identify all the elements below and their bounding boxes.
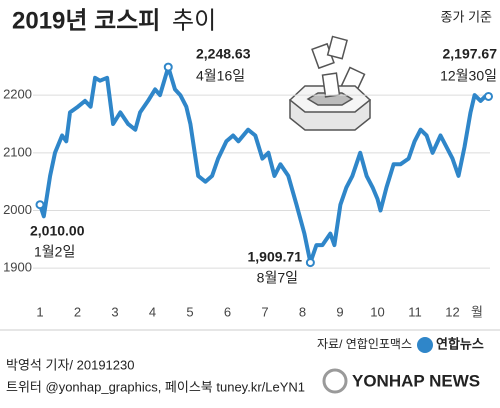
- annotation-value: 2,248.63: [196, 46, 251, 62]
- source: 자료/ 연합인포맥스: [317, 337, 412, 351]
- chart-title: 2019년 코스피: [12, 7, 160, 34]
- highlight-point: [305, 258, 315, 268]
- social: 트위터 @yonhap_graphics, 페이스북 tuney.kr/LeYN…: [6, 379, 305, 394]
- watermark: YONHAP NEWS: [352, 371, 480, 390]
- ballot-box-illustration: [288, 35, 372, 131]
- x-tick-label: 5: [186, 304, 193, 319]
- annotation-date: 12월30일: [440, 68, 497, 84]
- byline: 박영석 기자/ 20191230: [6, 357, 134, 372]
- x-tick-label: 3: [111, 304, 118, 319]
- annotation-value: 2,010.00: [30, 223, 85, 239]
- x-tick-label: 6: [224, 304, 231, 319]
- highlight-point: [35, 200, 45, 210]
- x-tick-label: 7: [261, 304, 268, 319]
- logo: 연합뉴스: [436, 336, 484, 351]
- logo-icon: [417, 337, 433, 353]
- highlight-point: [484, 91, 493, 101]
- x-tick-label: 10: [370, 304, 384, 319]
- x-tick-label: 2: [74, 304, 81, 319]
- y-tick-label: 2000: [3, 202, 32, 217]
- x-unit: 월: [471, 304, 483, 319]
- x-tick-label: 8: [299, 304, 306, 319]
- y-tick-label: 1900: [3, 260, 32, 275]
- y-tick-label: 2100: [3, 144, 32, 159]
- annotation-date: 1월2일: [34, 244, 75, 260]
- x-tick-label: 9: [336, 304, 343, 319]
- y-tick-label: 2200: [3, 87, 32, 102]
- x-tick-label: 1: [36, 304, 43, 319]
- kospi-line: [38, 65, 491, 265]
- highlight-point: [163, 62, 173, 72]
- x-tick-label: 12: [445, 304, 459, 319]
- x-tick-label: 4: [149, 304, 156, 319]
- annotation-value: 1,909.71: [248, 249, 303, 265]
- x-tick-label: 11: [408, 304, 422, 319]
- note: 종가 기준: [441, 9, 492, 24]
- annotation-date: 4월16일: [196, 68, 245, 84]
- annotation-date: 8월7일: [257, 270, 298, 286]
- annotation-value: 2,197.67: [443, 46, 498, 62]
- watermark-icon: [322, 368, 348, 394]
- chart-title-suffix: 추이: [172, 7, 216, 34]
